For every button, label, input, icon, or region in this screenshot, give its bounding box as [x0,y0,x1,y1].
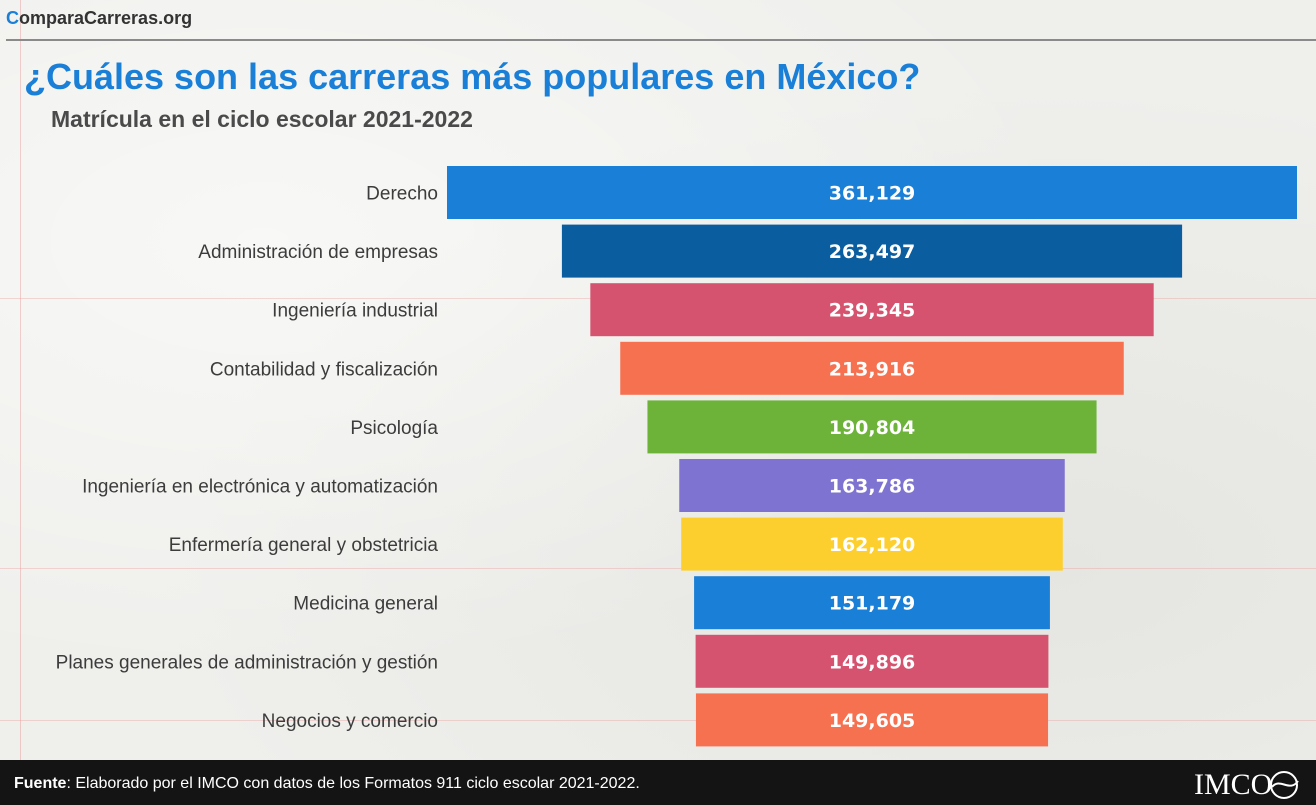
category-label: Ingeniería en electrónica y automatizaci… [82,477,438,498]
category-label: Enfermería general y obstetricia [169,535,439,556]
brand-divider [6,39,1316,41]
category-label: Derecho [366,184,438,205]
source-text: : Elaborado por el IMCO con datos de los… [66,775,640,792]
bar [620,341,1124,395]
notebook-rule [0,568,1316,569]
notebook-rule [0,720,1316,721]
category-label: Psicología [350,418,438,439]
value-label: 239,345 [829,300,916,322]
brand-name: omparaCarreras.org [19,8,193,28]
category-label: Ingeniería industrial [272,301,438,322]
bar [694,576,1050,630]
category-label: Negocios y comercio [262,711,438,732]
value-label: 263,497 [829,241,916,263]
brand-initial: C [6,8,19,28]
bar [695,693,1049,747]
value-label: 149,896 [829,651,916,673]
bar [679,459,1065,512]
value-label: 213,916 [829,358,916,380]
category-label: Contabilidad y fiscalización [210,359,438,380]
bar [561,224,1183,278]
footer-bar: Fuente: Elaborado por el IMCO con datos … [0,760,1316,805]
bar [590,283,1154,337]
value-label: 361,129 [829,183,916,205]
value-label: 151,179 [829,593,916,615]
imco-logo-text: IMCO [1194,768,1272,801]
source-label: Fuente [14,775,67,792]
chart-subtitle: Matrícula en el ciclo escolar 2021-2022 [51,106,473,132]
funnel-bar-chart: 361,129 Derecho 263,497 Administración de e… [56,166,1297,747]
brand-logo: ComparaCarreras.org [6,8,192,29]
value-label: 163,786 [829,476,916,498]
bar [447,166,1297,219]
value-label: 162,120 [829,534,916,556]
bar [681,517,1063,571]
value-label: 190,804 [829,417,916,439]
notebook-margin-line [20,0,21,760]
bar [647,400,1097,454]
category-label: Medicina general [293,594,438,615]
bar [695,634,1049,688]
imco-logo: IMCO [1194,768,1299,801]
source-note: Fuente: Elaborado por el IMCO con datos … [14,775,640,793]
category-label: Administración de empresas [198,242,438,263]
category-label: Planes generales de administración y ges… [56,652,438,673]
value-label: 149,605 [829,710,916,732]
chart-title: ¿Cuáles son las carreras más populares e… [24,56,921,97]
